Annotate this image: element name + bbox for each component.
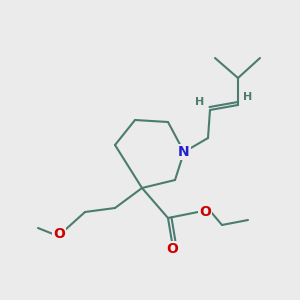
Text: O: O — [199, 205, 211, 219]
Text: N: N — [178, 145, 190, 159]
Text: O: O — [53, 227, 65, 241]
Text: O: O — [166, 242, 178, 256]
Text: H: H — [243, 92, 253, 102]
Text: H: H — [195, 97, 205, 107]
